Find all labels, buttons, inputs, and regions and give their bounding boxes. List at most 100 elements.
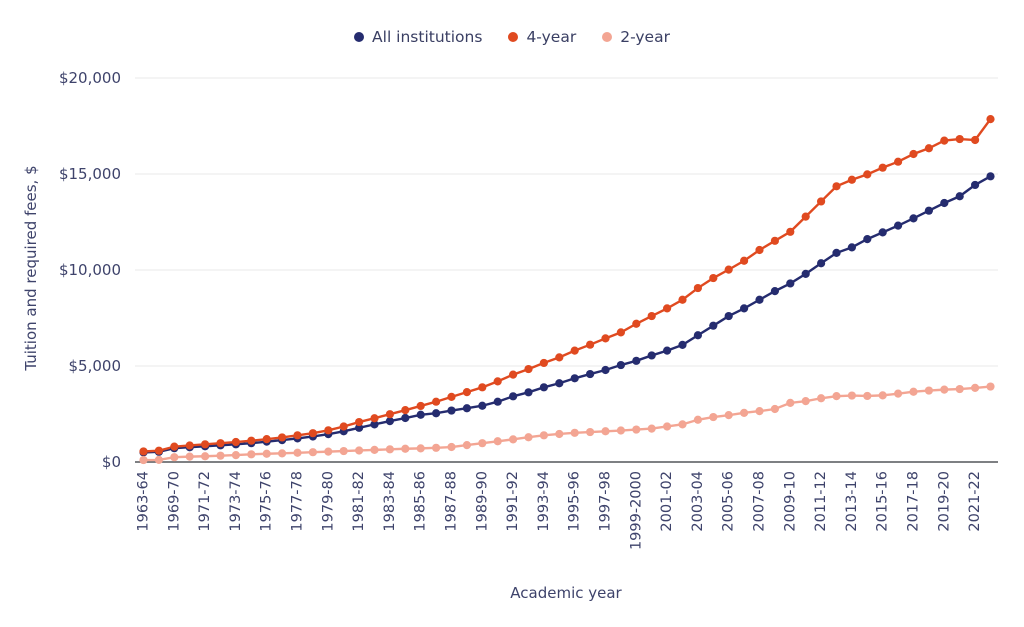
data-point-2-year[interactable]: [385, 445, 394, 454]
data-point-4-year[interactable]: [878, 163, 887, 172]
data-point-2-year[interactable]: [493, 437, 502, 446]
data-point-4-year[interactable]: [817, 197, 826, 206]
data-point-2-year[interactable]: [278, 449, 287, 458]
data-point-4-year[interactable]: [216, 439, 225, 448]
data-point-4-year[interactable]: [786, 227, 795, 236]
data-point-2-year[interactable]: [539, 431, 549, 440]
data-point-2-year[interactable]: [924, 386, 934, 395]
data-point-2-year[interactable]: [293, 448, 302, 457]
data-point-4-year[interactable]: [663, 304, 672, 313]
data-point-all-institutions[interactable]: [493, 397, 502, 406]
data-point-2-year[interactable]: [940, 385, 949, 394]
data-point-all-institutions[interactable]: [663, 346, 672, 355]
data-point-4-year[interactable]: [185, 441, 194, 450]
data-point-4-year[interactable]: [308, 429, 317, 438]
data-point-all-institutions[interactable]: [355, 423, 364, 432]
data-point-2-year[interactable]: [971, 383, 980, 392]
data-point-2-year[interactable]: [616, 426, 626, 435]
data-point-4-year[interactable]: [847, 175, 857, 184]
data-point-2-year[interactable]: [478, 439, 487, 448]
data-point-2-year[interactable]: [678, 420, 687, 429]
data-point-2-year[interactable]: [847, 391, 857, 400]
data-point-all-institutions[interactable]: [832, 248, 841, 258]
data-point-2-year[interactable]: [339, 446, 348, 456]
data-point-4-year[interactable]: [770, 236, 780, 245]
data-point-2-year[interactable]: [524, 433, 533, 442]
data-point-4-year[interactable]: [539, 358, 549, 368]
data-point-4-year[interactable]: [709, 273, 718, 283]
data-point-all-institutions[interactable]: [940, 198, 949, 208]
data-point-all-institutions[interactable]: [955, 192, 964, 201]
data-point-4-year[interactable]: [647, 311, 656, 321]
data-point-2-year[interactable]: [462, 441, 471, 450]
data-point-4-year[interactable]: [601, 334, 610, 343]
data-point-2-year[interactable]: [355, 446, 364, 455]
data-point-4-year[interactable]: [693, 283, 703, 293]
data-point-2-year[interactable]: [817, 394, 826, 403]
data-point-all-institutions[interactable]: [863, 234, 872, 244]
data-point-all-institutions[interactable]: [416, 410, 425, 419]
data-point-4-year[interactable]: [832, 182, 841, 191]
data-point-2-year[interactable]: [432, 443, 441, 452]
data-point-2-year[interactable]: [262, 449, 271, 458]
data-point-2-year[interactable]: [139, 455, 148, 465]
data-point-4-year[interactable]: [940, 136, 949, 145]
data-point-2-year[interactable]: [308, 448, 317, 457]
data-point-2-year[interactable]: [185, 452, 194, 461]
data-point-4-year[interactable]: [616, 328, 626, 337]
data-point-2-year[interactable]: [755, 407, 764, 416]
data-point-4-year[interactable]: [724, 265, 733, 274]
data-point-2-year[interactable]: [863, 391, 872, 401]
data-point-all-institutions[interactable]: [817, 259, 826, 268]
data-point-4-year[interactable]: [339, 422, 348, 431]
data-point-all-institutions[interactable]: [740, 304, 749, 313]
data-point-4-year[interactable]: [924, 144, 934, 153]
data-point-all-institutions[interactable]: [709, 321, 718, 330]
data-point-2-year[interactable]: [201, 452, 210, 461]
data-point-all-institutions[interactable]: [447, 406, 456, 415]
data-point-4-year[interactable]: [478, 383, 487, 392]
data-point-2-year[interactable]: [986, 382, 995, 391]
data-point-4-year[interactable]: [231, 437, 240, 447]
data-point-all-institutions[interactable]: [755, 295, 764, 304]
data-point-4-year[interactable]: [170, 442, 179, 451]
data-point-all-institutions[interactable]: [894, 221, 903, 230]
data-point-all-institutions[interactable]: [508, 392, 518, 401]
data-point-2-year[interactable]: [894, 389, 903, 398]
data-point-4-year[interactable]: [508, 370, 518, 379]
data-point-4-year[interactable]: [586, 340, 595, 349]
data-point-4-year[interactable]: [755, 245, 764, 255]
data-point-2-year[interactable]: [786, 398, 795, 407]
data-point-2-year[interactable]: [709, 412, 718, 422]
data-point-2-year[interactable]: [724, 411, 733, 420]
data-point-4-year[interactable]: [801, 212, 810, 221]
data-point-2-year[interactable]: [416, 444, 425, 453]
data-point-all-institutions[interactable]: [401, 413, 410, 423]
data-point-2-year[interactable]: [632, 425, 641, 434]
data-point-4-year[interactable]: [570, 346, 579, 355]
data-point-2-year[interactable]: [770, 404, 780, 414]
data-point-all-institutions[interactable]: [724, 311, 733, 321]
data-point-4-year[interactable]: [385, 410, 394, 419]
data-point-4-year[interactable]: [355, 417, 364, 427]
data-point-all-institutions[interactable]: [693, 331, 703, 340]
data-point-4-year[interactable]: [401, 406, 410, 415]
data-point-all-institutions[interactable]: [385, 417, 394, 426]
data-point-4-year[interactable]: [493, 377, 502, 386]
data-point-all-institutions[interactable]: [462, 404, 471, 413]
data-point-2-year[interactable]: [693, 415, 703, 424]
data-point-2-year[interactable]: [570, 428, 579, 437]
data-point-4-year[interactable]: [262, 435, 271, 444]
data-point-2-year[interactable]: [555, 429, 564, 439]
data-point-4-year[interactable]: [678, 295, 687, 304]
data-point-2-year[interactable]: [508, 435, 518, 444]
data-point-4-year[interactable]: [278, 433, 287, 442]
data-point-4-year[interactable]: [863, 170, 872, 179]
data-point-all-institutions[interactable]: [370, 420, 379, 429]
data-point-all-institutions[interactable]: [616, 360, 626, 370]
data-point-4-year[interactable]: [740, 256, 749, 265]
data-point-2-year[interactable]: [447, 442, 456, 452]
data-point-all-institutions[interactable]: [478, 401, 487, 410]
data-point-2-year[interactable]: [832, 392, 841, 401]
data-point-4-year[interactable]: [247, 436, 256, 445]
